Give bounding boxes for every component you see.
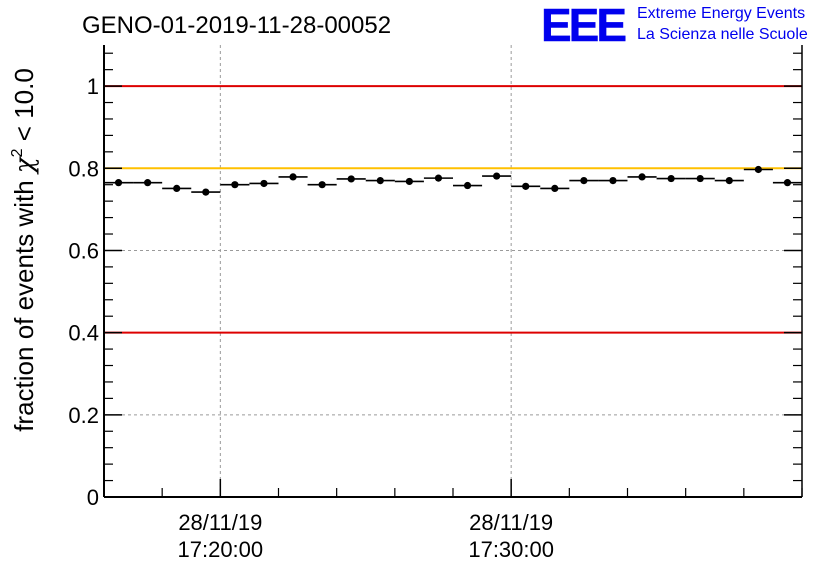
data-point xyxy=(104,179,134,187)
reference-lines xyxy=(104,85,802,334)
eee-logo-line1: Extreme Energy Events xyxy=(637,5,805,22)
data-point xyxy=(162,184,192,193)
data-point-marker xyxy=(231,181,239,189)
data-point-marker xyxy=(318,181,326,189)
data-point-marker xyxy=(667,174,675,183)
data-point-marker xyxy=(783,179,792,187)
data-point-marker xyxy=(638,173,646,181)
data-point xyxy=(336,175,366,183)
data-point-marker xyxy=(173,184,181,193)
eee-logo-letters: EEE xyxy=(541,0,625,51)
data-point xyxy=(569,177,599,185)
y-axis-label: fraction of events with χ2 < 10.0 xyxy=(9,68,40,432)
data-point-marker xyxy=(202,188,210,196)
data-point xyxy=(133,179,163,187)
data-point xyxy=(249,179,279,188)
data-point xyxy=(307,181,337,189)
data-point-marker xyxy=(405,177,413,186)
data-point-marker xyxy=(434,174,443,182)
y-axis-label-prefix: fraction of events with xyxy=(9,173,39,432)
data-point-marker xyxy=(725,177,733,185)
data-point-marker xyxy=(260,179,268,188)
data-point xyxy=(685,174,715,183)
y-tick-label: 0.2 xyxy=(68,403,99,428)
data-point-marker xyxy=(754,165,762,174)
x-tick-label-date: 28/11/19 xyxy=(469,510,553,535)
y-tick-label: 0.4 xyxy=(68,321,99,346)
data-point xyxy=(772,179,802,187)
data-point-marker xyxy=(347,175,355,183)
data-point-marker xyxy=(376,177,384,185)
eee-logo: EEE Extreme Energy Events La Scienza nel… xyxy=(541,0,808,51)
data-point-marker xyxy=(289,173,297,181)
data-point xyxy=(278,173,308,181)
data-point xyxy=(714,177,744,185)
data-point-marker xyxy=(609,177,617,185)
data-point xyxy=(365,177,395,185)
data-point xyxy=(482,172,512,180)
axes: 00.20.40.60.8128/11/1917:20:0028/11/1917… xyxy=(68,45,803,562)
data-point xyxy=(423,174,453,182)
data-point xyxy=(220,181,250,189)
data-point-marker xyxy=(114,179,123,187)
y-tick-label: 0 xyxy=(87,485,99,510)
chart-title: GENO-01-2019-11-28-00052 xyxy=(82,12,391,39)
data-point-marker xyxy=(696,174,704,183)
data-point-marker xyxy=(580,177,588,185)
y-axis-label-sup: 2 xyxy=(9,148,26,157)
y-tick-label: 1 xyxy=(87,74,99,99)
data-points xyxy=(104,165,802,196)
grid-layer xyxy=(104,45,802,497)
data-point xyxy=(453,181,483,190)
data-point xyxy=(598,177,628,185)
data-point xyxy=(627,173,657,181)
y-tick-label: 0.8 xyxy=(68,156,99,181)
x-tick-label-time: 17:30:00 xyxy=(468,537,554,562)
data-point-marker xyxy=(551,184,559,193)
data-point xyxy=(511,182,541,190)
y-axis-label-suffix: < 10.0 xyxy=(9,68,39,148)
y-axis-label-chi: χ xyxy=(10,155,40,175)
data-point-marker xyxy=(522,182,530,190)
x-tick-label-date: 28/11/19 xyxy=(178,510,262,535)
y-tick-label: 0.6 xyxy=(68,238,99,263)
data-point xyxy=(394,177,424,186)
eee-logo-line2: La Scienza nelle Scuole xyxy=(637,26,808,43)
data-point-marker xyxy=(144,179,152,187)
data-point xyxy=(191,188,221,196)
data-point xyxy=(656,174,686,183)
data-point-marker xyxy=(463,181,472,190)
data-point-marker xyxy=(493,172,501,180)
data-point xyxy=(540,184,570,193)
x-tick-label-time: 17:20:00 xyxy=(178,537,264,562)
data-point xyxy=(743,165,773,174)
